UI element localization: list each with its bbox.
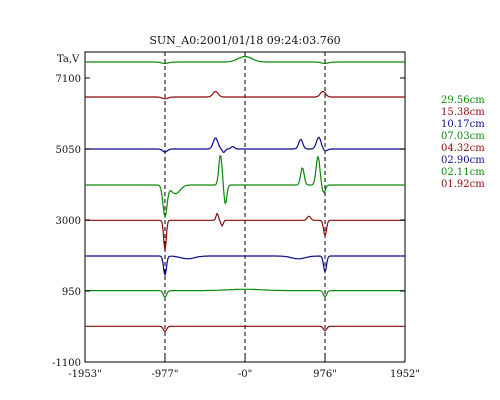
y-tick-label: 7100: [56, 74, 81, 85]
legend-entry: 02.90cm: [441, 155, 485, 166]
legend: 29.56cm15.38cm10.17cm07.03cm04.32cm02.90…: [441, 95, 485, 190]
y-tick-label: 5050: [56, 145, 81, 156]
y-tick-label: 950: [62, 287, 81, 298]
x-tick-label: 976": [313, 369, 337, 380]
legend-entry: 10.17cm: [441, 119, 485, 130]
series-line-01.92cm: [85, 325, 405, 333]
series-line-29.56cm: [85, 55, 405, 65]
y-tick-label: 3000: [56, 216, 81, 227]
dashed-reference-lines: [164, 52, 326, 362]
series-line-10.17cm: [85, 136, 405, 154]
legend-entry: 01.92cm: [441, 179, 485, 190]
series-group: [85, 55, 405, 333]
legend-entry: 07.03cm: [441, 131, 485, 142]
legend-entry: 15.38cm: [441, 107, 485, 118]
x-tick-label: -1953": [68, 369, 101, 380]
legend-entry: 29.56cm: [441, 95, 485, 106]
chart-title: SUN_A0:2001/01/18 09:24:03.760: [149, 34, 340, 47]
x-tick-label: 1952": [390, 369, 420, 380]
series-line-04.32cm: [85, 212, 405, 251]
series-line-02.90cm: [85, 255, 405, 276]
y-axis-ticks: 7100 5050 3000 950 -1100: [52, 74, 405, 369]
x-tick-label: -0": [238, 369, 252, 380]
legend-entry: 04.32cm: [441, 143, 485, 154]
legend-entry: 02.11cm: [441, 167, 485, 178]
y-tick-label: -1100: [52, 358, 81, 369]
series-line-02.11cm: [85, 288, 405, 299]
x-tick-label: -977": [151, 369, 178, 380]
y-axis-label: Ta,V: [57, 54, 80, 65]
series-line-15.38cm: [85, 90, 405, 100]
x-axis-ticks: -1953" -977" -0" 976" 1952": [68, 357, 420, 380]
series-line-07.03cm: [85, 154, 405, 220]
